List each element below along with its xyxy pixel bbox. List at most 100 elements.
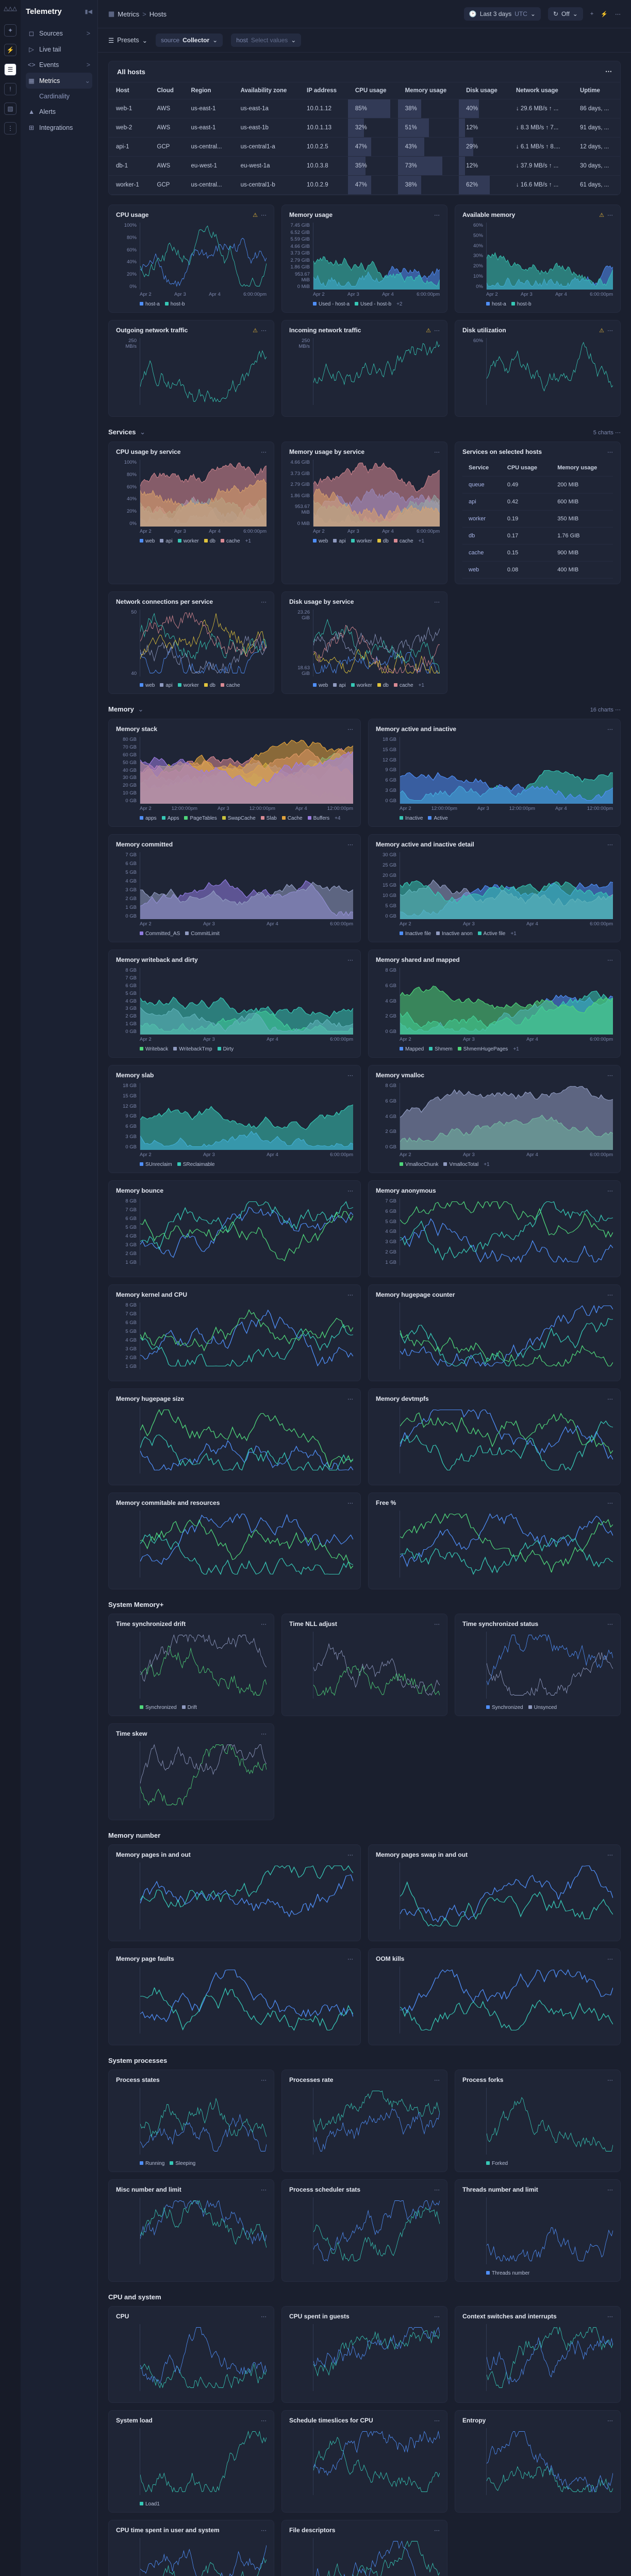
more-options-icon[interactable]: ⋯ bbox=[261, 212, 267, 218]
rail-icon-bolt[interactable]: ⚡ bbox=[4, 44, 16, 56]
more-options-icon[interactable]: ⋯ bbox=[347, 841, 353, 848]
more-options-icon[interactable]: ⋯ bbox=[434, 2527, 440, 2534]
more-options-icon[interactable]: ⋯ bbox=[607, 1292, 613, 1298]
services-charts-row2: Network connections per service ⋯ 50 40 w… bbox=[108, 591, 621, 694]
more-options-icon[interactable]: ⋯ bbox=[347, 1292, 353, 1298]
table-row[interactable]: db-1 AWS eu-west-1 eu-west-1a 10.0.3.8 3… bbox=[109, 157, 620, 176]
more-options-icon[interactable]: ⋯ bbox=[607, 2417, 613, 2424]
more-options-icon[interactable]: ⋯ bbox=[607, 2187, 613, 2193]
more-options-icon[interactable]: ⋯ bbox=[347, 1500, 353, 1506]
chart-plot-area bbox=[313, 609, 440, 676]
sidebar-item-metrics[interactable]: ▦ Metrics ⌄ bbox=[26, 73, 92, 89]
more-options-icon[interactable]: ⋯ bbox=[607, 2313, 613, 2320]
table-row[interactable]: web-2 AWS us-east-1 us-east-1b 10.0.1.13… bbox=[109, 118, 620, 138]
refresh-toggle[interactable]: ↻ Off ⌄ bbox=[548, 7, 583, 21]
host-filter[interactable]: host Select values ⌄ bbox=[231, 33, 301, 47]
more-options-icon[interactable]: ⋯ bbox=[261, 2077, 267, 2083]
table-row[interactable]: api-1 GCP us-central... us-central1-a 10… bbox=[109, 138, 620, 157]
more-options-icon[interactable]: ⋯ bbox=[261, 599, 267, 605]
sidebar-item-cardinality[interactable]: Cardinality bbox=[26, 89, 92, 104]
table-row[interactable]: queue 0.49 200 MIB bbox=[462, 477, 613, 494]
warning-triangle-icon: ⚠ bbox=[253, 212, 258, 218]
more-options-icon[interactable]: ⋯ bbox=[607, 1621, 613, 1628]
source-filter[interactable]: source Collector ⌄ bbox=[156, 33, 223, 47]
chart-title: Schedule timeslices for CPU bbox=[289, 2417, 373, 2424]
hosts-table-header-row: Host Cloud Region Availability zone IP a… bbox=[109, 82, 620, 99]
system-processes-section-title: System processes bbox=[108, 2057, 621, 2064]
more-options-icon[interactable]: ⋯ bbox=[347, 1072, 353, 1079]
more-options-icon[interactable]: ⋯ bbox=[615, 707, 621, 713]
services-table[interactable]: Service CPU usage Memory usage queue 0.49… bbox=[462, 460, 613, 579]
more-options-icon[interactable]: ⋯ bbox=[607, 1956, 613, 1962]
chart-x-axis: Apr 2 Apr 3 Apr 4 6:00:00pm bbox=[140, 292, 267, 297]
chart-x-axis: Apr 2 Apr 3 Apr 4 6:00:00pm bbox=[400, 1037, 613, 1042]
rail-icon-db[interactable]: ▧ bbox=[4, 103, 16, 115]
more-options-icon[interactable]: ⋯ bbox=[607, 1500, 613, 1506]
more-options-icon[interactable]: ⋯ bbox=[261, 1731, 267, 1737]
more-options-icon[interactable]: ⋯ bbox=[347, 1852, 353, 1858]
more-options-icon[interactable]: ⋯ bbox=[434, 212, 440, 218]
more-options-icon[interactable]: ⋯ bbox=[261, 2527, 267, 2534]
more-options-icon[interactable]: ⋯ bbox=[607, 726, 613, 733]
more-options-icon[interactable]: ⋯ bbox=[347, 726, 353, 733]
more-options-icon[interactable]: ⋯ bbox=[434, 327, 440, 334]
sidebar-item-livetail[interactable]: ▷ Live tail bbox=[26, 41, 92, 57]
more-options-icon[interactable]: ⋯ bbox=[605, 67, 612, 76]
chart-title: Memory page faults bbox=[116, 1955, 174, 1962]
sidebar-item-events[interactable]: <> Events > bbox=[26, 57, 92, 73]
table-row[interactable]: worker 0.19 350 MIB bbox=[462, 511, 613, 528]
bolt-icon[interactable]: ⚡ bbox=[601, 11, 608, 18]
time-range-picker[interactable]: 🕑 Last 3 days UTC ⌄ bbox=[464, 7, 541, 21]
more-options-icon[interactable]: ⋯ bbox=[261, 327, 267, 334]
sidebar-item-integrations[interactable]: ⊞ Integrations bbox=[26, 120, 92, 135]
rail-icon-docs[interactable]: ☰ bbox=[4, 63, 16, 76]
presets-dropdown[interactable]: ☰ Presets ⌄ bbox=[108, 37, 147, 44]
more-options-icon[interactable]: ⋯ bbox=[434, 2187, 440, 2193]
more-options-icon[interactable]: ⋯ bbox=[347, 1396, 353, 1402]
more-options-icon[interactable]: ⋯ bbox=[434, 449, 440, 455]
more-options-icon[interactable]: ⋯ bbox=[261, 2187, 267, 2193]
table-row[interactable]: cache 0.15 900 MIB bbox=[462, 545, 613, 562]
app-root: △△△ ✦ ⚡ ☰ ! ▧ ⋮ Telemetry ▮◀ ◻ Sources >… bbox=[0, 0, 631, 2576]
rail-icon-sparkle[interactable]: ✦ bbox=[4, 24, 16, 37]
table-row[interactable]: web-1 AWS us-east-1 us-east-1a 10.0.1.12… bbox=[109, 99, 620, 118]
more-options-icon[interactable]: ⋯ bbox=[261, 1621, 267, 1628]
more-options-icon[interactable]: ⋯ bbox=[607, 1072, 613, 1079]
more-options-icon[interactable]: ⋯ bbox=[607, 841, 613, 848]
chart-plot-area bbox=[140, 223, 267, 290]
sidebar-item-alerts[interactable]: ▲ Alerts bbox=[26, 104, 92, 120]
more-options-icon[interactable]: ⋯ bbox=[434, 1621, 440, 1628]
rail-icon-sliders[interactable]: ⋮ bbox=[4, 122, 16, 134]
rail-icon-alert[interactable]: ! bbox=[4, 83, 16, 95]
add-icon[interactable]: + bbox=[590, 11, 593, 17]
table-row[interactable]: api 0.42 600 MIB bbox=[462, 494, 613, 511]
more-options-icon[interactable]: ⋯ bbox=[615, 430, 621, 436]
more-options-icon[interactable]: ⋯ bbox=[261, 2417, 267, 2424]
chart-y-axis bbox=[116, 2428, 140, 2495]
more-options-icon[interactable]: ⋯ bbox=[347, 1188, 353, 1194]
hosts-table[interactable]: Host Cloud Region Availability zone IP a… bbox=[109, 82, 620, 195]
more-options-icon[interactable]: ⋯ bbox=[607, 1852, 613, 1858]
more-options-icon[interactable]: ⋯ bbox=[434, 599, 440, 605]
table-row[interactable]: db 0.17 1.76 GIB bbox=[462, 528, 613, 545]
more-options-icon[interactable]: ⋯ bbox=[434, 2077, 440, 2083]
more-options-icon[interactable]: ⋯ bbox=[607, 957, 613, 963]
table-row[interactable]: worker-1 GCP us-central... us-central1-b… bbox=[109, 176, 620, 195]
more-options-icon[interactable]: ⋯ bbox=[261, 449, 267, 455]
more-options-icon[interactable]: ⋯ bbox=[434, 2417, 440, 2424]
chart-y-axis: 8 GB 7 GB 6 GB 5 GB 4 GB 3 GB 2 GB 1 GB bbox=[116, 1302, 140, 1369]
more-options-icon[interactable]: ⋯ bbox=[607, 2077, 613, 2083]
more-options-icon[interactable]: ⋯ bbox=[607, 1396, 613, 1402]
more-options-icon[interactable]: ⋯ bbox=[615, 11, 621, 18]
collapse-sidebar-icon[interactable]: ▮◀ bbox=[85, 8, 92, 15]
more-options-icon[interactable]: ⋯ bbox=[607, 449, 613, 455]
more-options-icon[interactable]: ⋯ bbox=[434, 2313, 440, 2320]
more-options-icon[interactable]: ⋯ bbox=[347, 957, 353, 963]
sidebar-item-sources[interactable]: ◻ Sources > bbox=[26, 25, 92, 41]
more-options-icon[interactable]: ⋯ bbox=[607, 1188, 613, 1194]
table-row[interactable]: web 0.08 400 MIB bbox=[462, 562, 613, 579]
more-options-icon[interactable]: ⋯ bbox=[261, 2313, 267, 2320]
more-options-icon[interactable]: ⋯ bbox=[607, 212, 613, 218]
more-options-icon[interactable]: ⋯ bbox=[347, 1956, 353, 1962]
more-options-icon[interactable]: ⋯ bbox=[607, 327, 613, 334]
